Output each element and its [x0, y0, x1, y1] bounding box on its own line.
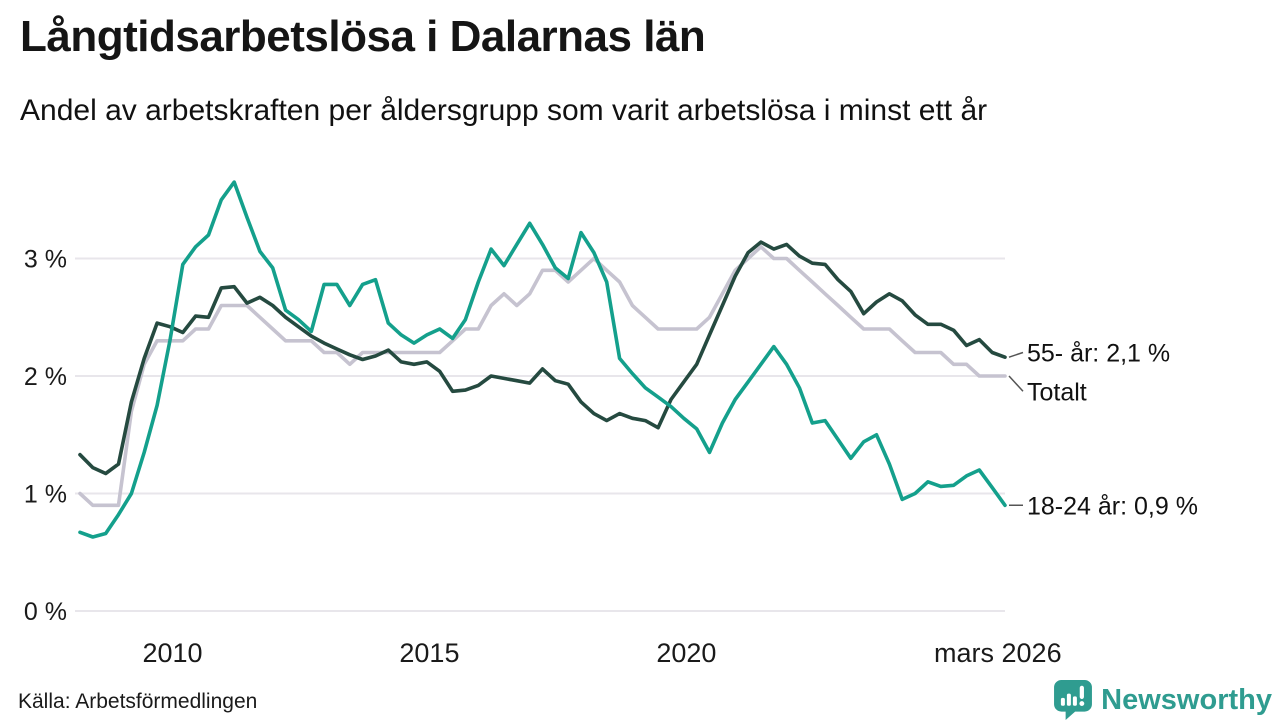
newsworthy-bubble-chart-icon [1054, 680, 1093, 720]
x-axis-tick-label: mars 2026 [934, 638, 1062, 668]
x-axis-tick-label: 2020 [656, 638, 716, 668]
newsworthy-wordmark: Newsworthy [1101, 683, 1272, 716]
series-line-totalt [78, 245, 1007, 508]
x-axis-tick-label: 2015 [399, 638, 459, 668]
series-line-18-24-r [78, 180, 1007, 539]
newsworthy-logo: Newsworthy [1054, 680, 1272, 720]
chart-subtitle: Andel av arbetskraften per åldersgrupp s… [20, 94, 988, 127]
series-end-label: 55- år: 2,1 % [1027, 340, 1170, 368]
end-label-connector [1008, 375, 1024, 392]
source-note: Källa: Arbetsförmedlingen [18, 690, 258, 713]
page-title: Långtidsarbetslösa i Dalarnas län [20, 12, 706, 61]
series-end-label: 18-24 år: 0,9 % [1027, 492, 1198, 520]
series-end-label: Totalt [1027, 378, 1087, 406]
y-axis-tick-label: 1 % [24, 481, 67, 509]
y-axis-tick-label: 0 % [24, 598, 67, 626]
y-axis-tick-label: 3 % [24, 246, 67, 274]
y-axis-tick-label: 2 % [24, 363, 67, 391]
x-axis-tick-label: 2010 [142, 638, 202, 668]
series-line-55--r [78, 240, 1007, 476]
end-label-connector [1008, 351, 1024, 358]
